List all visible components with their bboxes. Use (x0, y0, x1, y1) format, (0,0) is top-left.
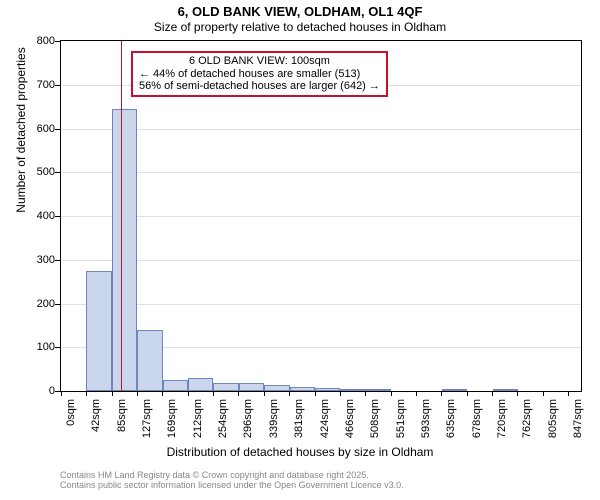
x-tick-label: 85sqm (116, 399, 128, 432)
y-tick-label: 500 (27, 166, 55, 178)
grid-line (61, 304, 581, 305)
y-tick-label: 400 (27, 210, 55, 222)
annotation-box: 6 OLD BANK VIEW: 100sqm← 44% of detached… (131, 51, 388, 97)
histogram-bar (442, 389, 467, 391)
y-tick (55, 172, 60, 173)
histogram-bar (163, 380, 188, 391)
histogram-bar (137, 330, 162, 391)
x-tick-label: 0sqm (65, 399, 77, 426)
histogram-bar (264, 385, 289, 391)
x-tick (61, 391, 62, 396)
x-tick (517, 391, 518, 396)
y-tick-label: 700 (27, 79, 55, 91)
x-tick-label: 635sqm (445, 399, 457, 438)
y-tick-label: 600 (27, 123, 55, 135)
x-tick-label: 212sqm (192, 399, 204, 438)
x-tick-label: 762sqm (522, 399, 534, 438)
y-tick (55, 216, 60, 217)
y-tick (55, 347, 60, 348)
attribution-line: Contains public sector information licen… (60, 480, 404, 490)
histogram-bar (366, 389, 391, 391)
x-tick-label: 254sqm (217, 399, 229, 438)
y-tick-label: 100 (27, 341, 55, 353)
x-tick-label: 339sqm (268, 399, 280, 438)
x-tick-label: 169sqm (166, 399, 178, 438)
y-tick-label: 300 (27, 254, 55, 266)
x-tick (492, 391, 493, 396)
y-tick (55, 85, 60, 86)
x-tick-label: 847sqm (572, 399, 584, 438)
histogram-bar (493, 389, 518, 391)
x-tick (137, 391, 138, 396)
histogram-bar (213, 383, 238, 391)
histogram-bar (239, 383, 264, 391)
chart-subtitle: Size of property relative to detached ho… (0, 20, 600, 34)
y-tick (55, 260, 60, 261)
x-tick (568, 391, 569, 396)
grid-line (61, 129, 581, 130)
x-tick-label: 296sqm (242, 399, 254, 438)
grid-line (61, 260, 581, 261)
x-tick-label: 678sqm (471, 399, 483, 438)
x-tick-label: 42sqm (90, 399, 102, 432)
x-tick-label: 508sqm (369, 399, 381, 438)
x-tick (340, 391, 341, 396)
y-axis-label: Number of detached properties (14, 0, 28, 305)
reference-line (121, 41, 122, 391)
y-tick-label: 800 (27, 35, 55, 47)
x-tick-label: 424sqm (319, 399, 331, 438)
histogram-bar (315, 388, 340, 392)
x-tick (416, 391, 417, 396)
x-tick-label: 127sqm (141, 399, 153, 438)
y-tick (55, 304, 60, 305)
attribution-line: Contains HM Land Registry data © Crown c… (60, 470, 404, 480)
x-tick (162, 391, 163, 396)
x-tick (315, 391, 316, 396)
y-tick (55, 129, 60, 130)
x-tick-label: 466sqm (344, 399, 356, 438)
attribution-text: Contains HM Land Registry data © Crown c… (60, 470, 404, 490)
x-axis-label: Distribution of detached houses by size … (0, 445, 600, 459)
x-tick-label: 593sqm (420, 399, 432, 438)
histogram-bar (340, 389, 365, 391)
histogram-bar (290, 387, 315, 391)
chart-title: 6, OLD BANK VIEW, OLDHAM, OL1 4QF (0, 4, 600, 19)
x-tick (365, 391, 366, 396)
plot-area: 01002003004005006007008000sqm42sqm85sqm1… (60, 40, 582, 392)
grid-line (61, 216, 581, 217)
x-tick-label: 381sqm (293, 399, 305, 438)
x-tick (188, 391, 189, 396)
histogram-bar (86, 271, 111, 391)
y-tick (55, 41, 60, 42)
grid-line (61, 172, 581, 173)
y-tick (55, 391, 60, 392)
annotation-line: 56% of semi-detached houses are larger (… (139, 80, 380, 93)
y-tick-label: 0 (27, 385, 55, 397)
x-tick (264, 391, 265, 396)
annotation-line: 6 OLD BANK VIEW: 100sqm (139, 55, 380, 68)
y-tick-label: 200 (27, 298, 55, 310)
histogram-bar (188, 378, 213, 391)
x-tick-label: 720sqm (496, 399, 508, 438)
x-tick-label: 805sqm (547, 399, 559, 438)
x-tick (543, 391, 544, 396)
x-tick (441, 391, 442, 396)
x-tick (391, 391, 392, 396)
x-tick (289, 391, 290, 396)
x-tick (86, 391, 87, 396)
x-tick (213, 391, 214, 396)
x-tick (238, 391, 239, 396)
histogram-bar (112, 109, 137, 391)
x-tick-label: 551sqm (395, 399, 407, 438)
x-tick (467, 391, 468, 396)
annotation-line: ← 44% of detached houses are smaller (51… (139, 68, 380, 81)
x-tick (112, 391, 113, 396)
